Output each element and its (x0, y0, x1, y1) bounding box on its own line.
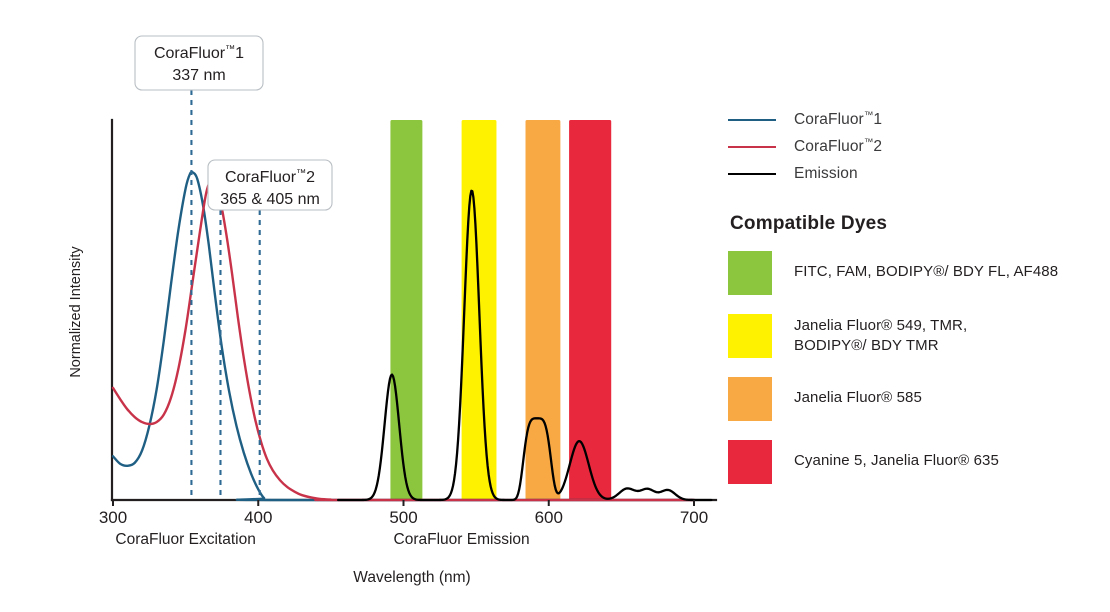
corafluor1-callout-box (134, 35, 264, 91)
region-caption-1: CoraFluor Excitation (115, 531, 255, 548)
corafluor2-callout-line2: 365 & 405 nm (220, 191, 320, 208)
marker-lines-group (190, 90, 261, 500)
x-tick-label-700: 700 (680, 508, 708, 527)
dye-color-swatch-4 (728, 440, 772, 484)
legend-row-2: CoraFluor™2 (728, 133, 1098, 160)
callouts-group: CoraFluor™1 337 nm CoraFluor™2 365 & 405 nm (134, 35, 333, 211)
x-tick-label-300: 300 (99, 508, 127, 527)
dye-row-2: Janelia Fluor® 549, TMR, BODIPY®/ BDY TMR (728, 314, 1098, 358)
dye-label-4: Cyanine 5, Janelia Fluor® 635 (794, 452, 999, 469)
green-band (390, 120, 423, 500)
legend-label-2: CoraFluor™2 (794, 136, 883, 156)
tick-labels-group: 300 400 500 600 700 (99, 500, 708, 527)
emission-curve (336, 189, 713, 502)
dye-label-2: Janelia Fluor® 549, TMR, BODIPY®/ BDY TMR (794, 317, 968, 354)
corafluor2-callout: CoraFluor™2 365 & 405 nm (207, 159, 333, 211)
axis-captions-group: CoraFluor Excitation CoraFluor Emission Wa… (68, 246, 530, 586)
legend-line-swatch-3 (728, 172, 776, 175)
dye-row-4: Cyanine 5, Janelia Fluor® 635 (728, 440, 1098, 484)
compatible-dyes-list: FITC, FAM, BODIPY®/ BDY FL, AF488 Janelia… (728, 251, 1098, 484)
corafluor1-callout: CoraFluor™1 337 nm (134, 35, 264, 91)
legend-row-3: Emission (728, 160, 1098, 187)
dye-color-swatch-2 (728, 314, 772, 358)
dye-row-3: Janelia Fluor® 585 (728, 377, 1098, 421)
corafluor2-callout-line1: CoraFluor™2 (225, 168, 315, 186)
dye-label-1: FITC, FAM, BODIPY®/ BDY FL, AF488 (794, 263, 1059, 280)
dye-color-swatch-1 (728, 251, 772, 295)
red-band (569, 120, 612, 500)
legend-line-swatch-2 (728, 145, 776, 148)
corafluor2-callout-box (207, 159, 333, 211)
series-legend: CoraFluor™1 CoraFluor™2 Emission (728, 106, 1098, 187)
compatible-dyes-heading: Compatible Dyes (730, 213, 888, 234)
region-caption-2: CoraFluor Emission (394, 531, 530, 548)
dye-row-1: FITC, FAM, BODIPY®/ BDY FL, AF488 (728, 251, 1098, 295)
trademark-symbol: ™ (863, 109, 874, 121)
excitation-curve-2 (111, 179, 696, 502)
legend-row-1: CoraFluor™1 (728, 106, 1098, 133)
corafluor1-callout-line2: 337 nm (172, 67, 225, 84)
dye-label-3: Janelia Fluor® 585 (794, 389, 922, 406)
legend-label-1: CoraFluor™1 (794, 109, 883, 129)
legend-panel: CoraFluor™1 CoraFluor™2 Emission Compatibl… (728, 106, 1098, 503)
y-axis-title: Normalized Intensity (68, 246, 84, 378)
x-tick-label-400: 400 (244, 508, 272, 527)
trademark-symbol: ™ (863, 136, 874, 148)
x-axis-title: Wavelength (nm) (353, 569, 470, 586)
legend-line-swatch-1 (728, 118, 776, 121)
dye-color-swatch-3 (728, 377, 772, 421)
orange-band (525, 120, 561, 500)
x-tick-label-600: 600 (535, 508, 563, 527)
x-tick-label-500: 500 (389, 508, 417, 527)
corafluor1-callout-line1: CoraFluor™1 (154, 44, 244, 62)
legend-label-3: Emission (794, 164, 858, 182)
